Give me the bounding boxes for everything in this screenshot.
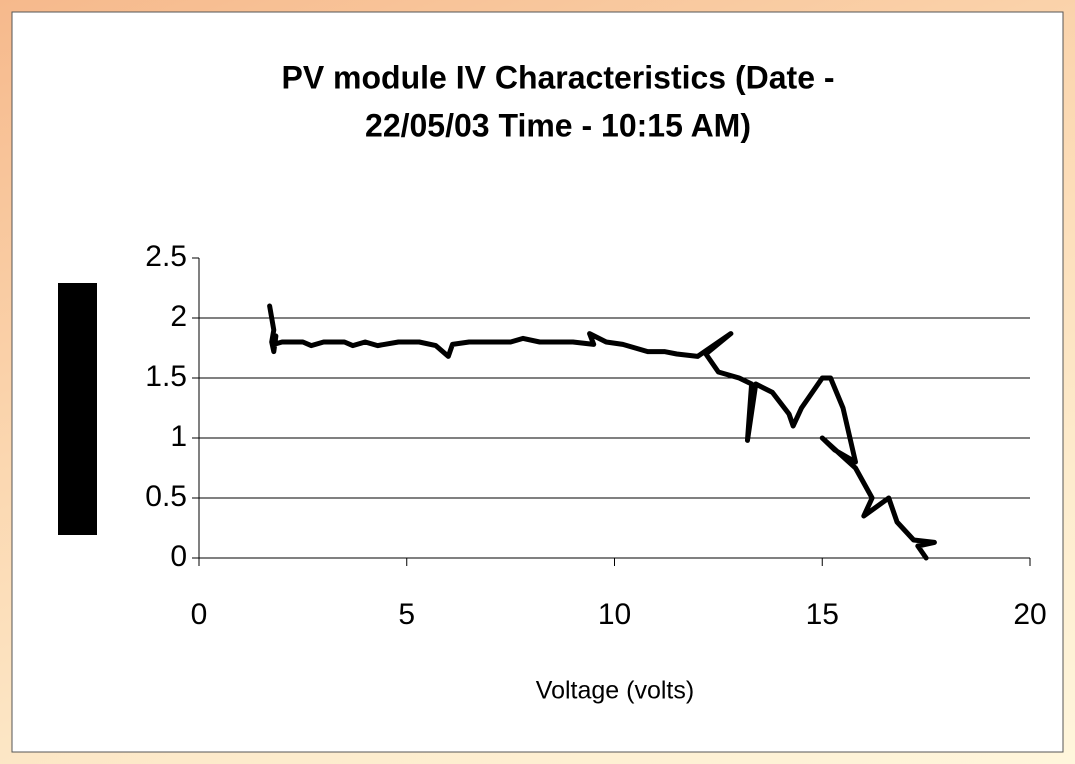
x-axis-label: Voltage (volts) [536, 677, 694, 705]
x-tick-label: 10 [598, 598, 631, 631]
y-tick-label: 1 [170, 420, 187, 453]
x-tick-label: 15 [806, 598, 839, 631]
x-tick-label: 0 [191, 598, 208, 631]
x-tick-label: 20 [1013, 598, 1046, 631]
y-tick-label: 0.5 [145, 480, 187, 513]
y-tick-label: 0 [170, 540, 187, 573]
y-tick-label: 1.5 [145, 360, 187, 393]
data-line [267, 303, 937, 561]
y-tick-label: 2 [170, 300, 187, 333]
chart-title: 22/05/03 Time - 10:15 AM) [365, 107, 751, 143]
x-tick-label: 5 [398, 598, 415, 631]
chart-title: PV module IV Characteristics (Date - [281, 59, 834, 95]
y-axis-label-box [58, 283, 97, 535]
y-tick-label: 2.5 [145, 240, 187, 273]
chart-panel [11, 11, 1064, 753]
